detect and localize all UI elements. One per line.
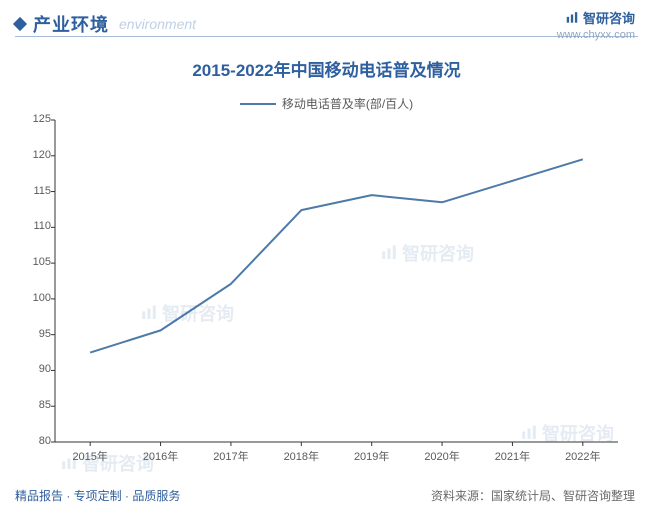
y-tick-label: 105 <box>21 256 51 268</box>
brand-url: www.chyxx.com <box>557 29 635 41</box>
brand-block: 智研咨询 www.chyxx.com <box>557 8 635 41</box>
footer-left: 精品报告 · 专项定制 · 品质服务 <box>15 487 180 504</box>
series-line <box>90 159 583 352</box>
header-diamond-icon <box>13 17 27 31</box>
x-tick-label: 2019年 <box>342 448 402 464</box>
y-tick-label: 100 <box>21 292 51 304</box>
chart-area: 2015-2022年中国移动电话普及情况 移动电话普及率(部/百人) 80859… <box>15 50 638 472</box>
y-tick-label: 125 <box>21 113 51 125</box>
header-divider <box>15 36 638 37</box>
x-tick-label: 2017年 <box>201 448 261 464</box>
y-tick-label: 95 <box>21 328 51 340</box>
y-tick-label: 115 <box>21 185 51 197</box>
y-tick-label: 120 <box>21 149 51 161</box>
chart-plot: 80 85 90 95 100 105 110 115 120 125 2015年 2016年 2017… <box>15 110 638 472</box>
y-tick-label: 90 <box>21 363 51 375</box>
x-tick-label: 2021年 <box>482 448 542 464</box>
y-tick-label: 110 <box>21 220 51 232</box>
x-tick-label: 2022年 <box>553 448 613 464</box>
x-tick-label: 2016年 <box>131 448 191 464</box>
legend-line-icon <box>240 103 276 105</box>
y-tick-label: 80 <box>21 435 51 447</box>
footer-right: 资料来源：国家统计局、智研咨询整理 <box>431 487 635 504</box>
x-tick-label: 2018年 <box>271 448 331 464</box>
header-subtitle: environment <box>119 16 196 32</box>
brand-logo-icon <box>565 11 579 25</box>
brand-name: 智研咨询 <box>583 8 635 27</box>
y-tick-label: 85 <box>21 399 51 411</box>
chart-title: 2015-2022年中国移动电话普及情况 <box>15 56 638 81</box>
header-title: 产业环境 <box>33 11 109 37</box>
x-tick-label: 2020年 <box>412 448 472 464</box>
x-tick-label: 2015年 <box>60 448 120 464</box>
